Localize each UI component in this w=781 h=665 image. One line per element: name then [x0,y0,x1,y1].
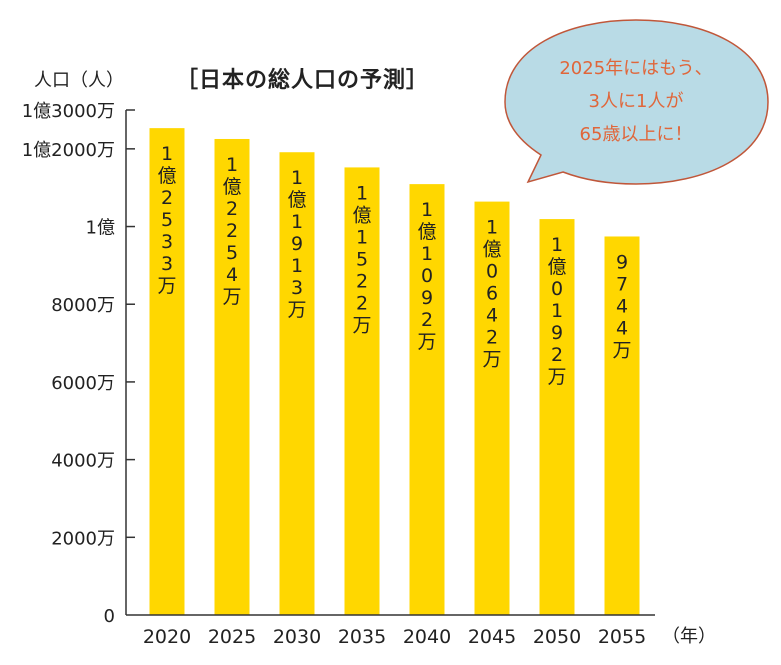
y-tick-label: 6000万 [51,373,115,394]
bar-2050 [539,219,575,615]
x-tick-label-2030: 2030 [273,626,321,648]
bars-group: 1 億 2 5 3 3 万 1 億 2 2 5 4 万 1 億 1 9 1 3 万 1 億 1 5 2 2 万 1 億 1 0 9 2 万 1 億 0 6 4… [149,128,640,615]
x-tick-label-2040: 2040 [403,626,451,648]
bar-2030 [279,152,315,615]
x-tick-label-2050: 2050 [533,626,581,648]
y-tick-label: 0 [104,606,115,627]
y-tick-label: 8000万 [51,295,115,316]
bar-2020 [149,128,185,615]
bar-2025 [214,138,250,615]
y-tick-label: 1億2000万 [22,140,115,161]
y-tick-label: 1億 [86,218,115,239]
bar-2045 [474,201,510,615]
x-tick-label-2020: 2020 [143,626,191,648]
y-tick-label: 4000万 [51,451,115,472]
axes-group: 2020 2025 2030 2035 2040 2045 2050 2055 0 2000万 40… [22,101,655,648]
bar-2040 [409,184,445,615]
bubble-line-3: 65歳以上に！ [579,124,693,145]
bubble-text: 2025年にはもう、 3人に1人が 65歳以上に！ [520,52,752,151]
bubble-line-1: 2025年にはもう、 [559,58,713,79]
x-tick-label-2045: 2045 [468,626,516,648]
speech-bubble-shape [504,19,769,185]
x-axis-unit: （年） [662,626,716,647]
speech-bubble [504,19,769,185]
y-tick-label: 2000万 [51,528,115,549]
x-tick-label-2035: 2035 [338,626,386,648]
bubble-line-2: 3人に1人が [588,91,684,112]
x-tick-label-2055: 2055 [598,626,646,648]
bar-2055 [604,236,640,615]
bar-2035 [344,167,380,615]
chart-title: ［日本の総人口の予測］ [176,68,430,93]
y-axis-label: 人口（人） [34,70,124,91]
y-tick-label: 1億3000万 [22,101,115,122]
x-tick-label-2025: 2025 [208,626,256,648]
